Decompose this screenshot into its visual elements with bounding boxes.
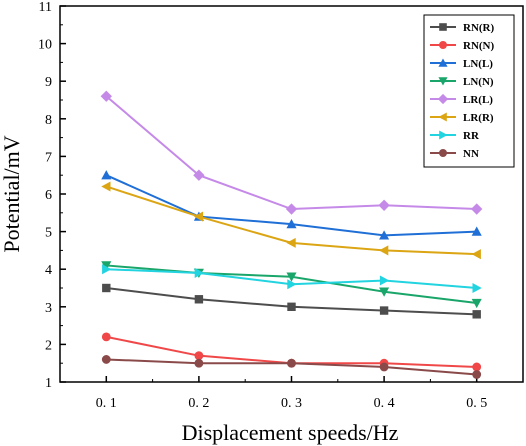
- y-tick-label: 7: [45, 150, 52, 165]
- data-point: [472, 282, 482, 294]
- data-point: [102, 264, 112, 275]
- data-point: [379, 306, 389, 315]
- data-point: [379, 245, 389, 256]
- data-point: [379, 230, 390, 240]
- y-axis-title: Potential/mV: [0, 135, 24, 252]
- data-point: [287, 302, 296, 311]
- series: [102, 264, 482, 294]
- y-tick-label: 6: [45, 188, 52, 203]
- series: [101, 181, 481, 260]
- series-line: [105, 95, 477, 211]
- y-tick-label: 2: [45, 338, 52, 353]
- data-point: [193, 211, 204, 222]
- legend-item: RN(N): [430, 40, 494, 52]
- y-tick-label: 11: [39, 0, 52, 15]
- y-tick-label: 3: [45, 301, 52, 316]
- legend-item: RN(R): [430, 22, 494, 34]
- legend-marker: [439, 23, 447, 31]
- x-axis-title: Displacement speeds/Hz: [182, 420, 399, 445]
- legend-item: NN: [430, 148, 479, 160]
- data-point: [102, 283, 111, 293]
- legend-marker: [439, 130, 448, 140]
- legend-marker: [439, 149, 447, 157]
- legend-box: [423, 14, 515, 168]
- x-tick-label: 0. 1: [96, 396, 117, 411]
- data-point: [101, 181, 111, 192]
- legend: RN(R) RN(N) LN(L) LN(N) LR(L) LR(R) RR NN: [423, 14, 515, 168]
- data-point: [287, 279, 297, 290]
- y-tick-label: 1: [45, 376, 52, 391]
- data-point: [286, 219, 297, 229]
- y-tick-label: 4: [45, 263, 52, 278]
- legend-item: LN(L): [430, 58, 493, 70]
- y-tick-label: 8: [45, 113, 52, 128]
- data-point: [194, 358, 204, 368]
- legend-item: LN(N): [430, 76, 494, 88]
- legend-label: NN: [463, 148, 479, 160]
- data-point: [101, 261, 112, 271]
- legend-label: LR(R): [463, 112, 494, 124]
- data-point: [471, 249, 481, 260]
- data-point: [101, 170, 112, 180]
- data-point: [194, 295, 204, 304]
- x-tick-label: 0. 4: [374, 396, 395, 411]
- data-point: [194, 267, 204, 278]
- data-point: [472, 370, 482, 379]
- data-point: [379, 275, 390, 286]
- legend-item: RR: [430, 130, 480, 142]
- data-point: [101, 355, 111, 364]
- data-point: [379, 287, 390, 297]
- data-point: [286, 272, 297, 282]
- data-point: [286, 237, 296, 248]
- legend-label: RN(N): [463, 40, 494, 52]
- legend-marker: [438, 112, 447, 122]
- series-layer: [100, 90, 483, 379]
- legend-item: LR(L): [430, 93, 493, 106]
- x-tick-label: 0. 2: [188, 396, 209, 411]
- data-point: [379, 362, 389, 372]
- legend-label: LN(L): [463, 58, 493, 70]
- y-tick-label: 10: [38, 38, 52, 53]
- legend-item: LR(R): [430, 112, 494, 124]
- legend-marker: [438, 58, 448, 67]
- series: [101, 355, 482, 379]
- data-point: [471, 203, 483, 215]
- data-point: [285, 203, 298, 215]
- legend-label: LR(L): [463, 94, 493, 106]
- legend-label: RR: [463, 130, 480, 142]
- data-point: [101, 332, 111, 342]
- data-point: [194, 351, 204, 361]
- axes: 1 2 3 4 5 6 7 8 9 10 11 0. 1 0. 2 0. 3 0. 4 0. 5: [38, 0, 524, 411]
- data-point: [287, 358, 296, 368]
- data-point: [471, 298, 482, 309]
- legend-label: RN(R): [463, 22, 494, 34]
- x-tick-label: 0. 5: [466, 396, 487, 411]
- legend-label: LN(N): [463, 76, 494, 88]
- legend-marker: [439, 41, 447, 49]
- data-point: [471, 226, 482, 236]
- legend-marker: [438, 77, 448, 86]
- data-point: [472, 310, 481, 319]
- x-tick-label: 0. 3: [281, 396, 302, 411]
- y-tick-label: 5: [45, 226, 52, 241]
- data-point: [100, 90, 112, 102]
- series: [100, 90, 483, 215]
- data-point: [193, 169, 205, 181]
- series: [102, 283, 481, 319]
- y-tick-label: 9: [45, 75, 52, 90]
- legend-marker: [437, 93, 449, 105]
- data-point: [378, 199, 390, 211]
- data-point: [472, 362, 482, 372]
